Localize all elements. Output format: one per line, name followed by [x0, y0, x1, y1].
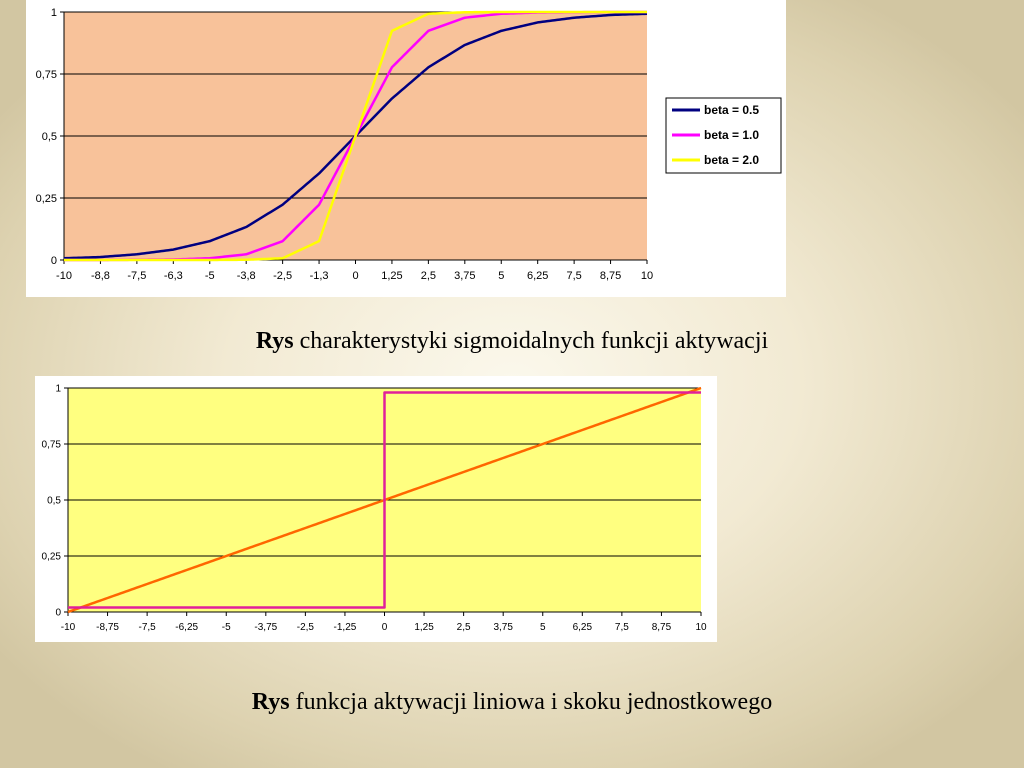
caption-sigmoid-bold: Rys — [255, 328, 294, 354]
sigmoid-x-tick-label: -10 — [56, 270, 72, 282]
linear-step-x-tick-label: -6,25 — [175, 622, 198, 633]
linear-step-x-tick-label: 5 — [540, 622, 546, 633]
sigmoid-y-tick-label: 1 — [51, 7, 57, 19]
linear-step-x-tick-label: -5 — [222, 622, 231, 633]
linear-step-x-tick-label: 1,25 — [414, 622, 434, 633]
linear-step-y-tick-label: 0,75 — [42, 440, 62, 451]
linear-step-x-tick-label: -3,75 — [254, 622, 277, 633]
sigmoid-x-tick-label: -1,3 — [310, 270, 329, 282]
linear-step-x-tick-label: 10 — [695, 622, 707, 633]
sigmoid-legend-label: beta = 0.5 — [704, 103, 759, 117]
sigmoid-x-tick-label: -5 — [205, 270, 215, 282]
sigmoid-x-tick-label: 1,25 — [381, 270, 402, 282]
sigmoid-x-tick-label: 7,5 — [566, 270, 581, 282]
linear-step-x-tick-label: 8,75 — [652, 622, 672, 633]
sigmoid-x-tick-label: 0 — [352, 270, 358, 282]
sigmoid-x-tick-label: 2,5 — [421, 270, 436, 282]
linear-step-x-tick-label: 6,25 — [573, 622, 593, 633]
linear-step-x-tick-label: 3,75 — [493, 622, 513, 633]
linear-step-series-line-1 — [68, 391, 701, 609]
sigmoid-legend-label: beta = 2.0 — [704, 153, 759, 167]
linear-step-chart: 0 0,25 0,5 0,75 1 -10 -8,75 -7,5 -6,25 -5 -3,75 -2,… — [35, 376, 717, 642]
linear-step-x-tick-label: -1,25 — [334, 622, 357, 633]
sigmoid-chart: 0 0,25 0,5 0,75 1 -10 -8,8 -7,5 -6,3 -5 -3,8 -2,5 -1… — [26, 0, 786, 297]
sigmoid-x-tick-label: -8,8 — [91, 270, 110, 282]
linear-step-y-tick-label: 0,5 — [47, 496, 61, 507]
sigmoid-x-tick-label: -2,5 — [273, 270, 292, 282]
sigmoid-x-tick-label: 3,75 — [454, 270, 475, 282]
sigmoid-x-tick-label: 8,75 — [600, 270, 621, 282]
linear-step-x-tick-label: -10 — [61, 622, 76, 633]
linear-step-x-tick-label: 2,5 — [457, 622, 471, 633]
linear-step-y-tick-label: 0,25 — [42, 552, 62, 563]
sigmoid-y-tick-label: 0,5 — [42, 131, 57, 143]
sigmoid-y-tick-label: 0 — [51, 255, 57, 267]
sigmoid-series-line-2 — [64, 10, 647, 262]
linear-step-x-tick-label: 0 — [382, 622, 388, 633]
caption-linear-step-bold: Rys — [251, 689, 290, 715]
sigmoid-x-tick-label: 6,25 — [527, 270, 548, 282]
caption-linear-step-text: funkcja aktywacji liniowa i skoku jednos… — [289, 689, 773, 715]
caption-linear-step: Rys funkcja aktywacji liniowa i skoku je… — [0, 689, 1024, 716]
linear-step-x-tick-label: -7,5 — [139, 622, 157, 633]
caption-sigmoid: Rys charakterystyki sigmoidalnych funkcj… — [0, 328, 1024, 355]
sigmoid-y-tick-label: 0,25 — [36, 193, 57, 205]
sigmoid-chart-svg: 0 0,25 0,5 0,75 1 -10 -8,8 -7,5 -6,3 -5 -3,8 -2,5 -1… — [36, 7, 782, 282]
linear-step-x-tick-label: -2,5 — [297, 622, 315, 633]
sigmoid-y-tick-label: 0,75 — [36, 69, 57, 81]
linear-step-y-tick-label: 1 — [55, 384, 61, 395]
sigmoid-x-tick-label: 5 — [498, 270, 504, 282]
linear-step-x-tick-label: -8,75 — [96, 622, 119, 633]
caption-sigmoid-text: charakterystyki sigmoidalnych funkcji ak… — [293, 328, 769, 354]
linear-step-chart-svg: 0 0,25 0,5 0,75 1 -10 -8,75 -7,5 -6,25 -5 -3,75 -2,… — [42, 384, 707, 634]
sigmoid-x-tick-label: -6,3 — [164, 270, 183, 282]
sigmoid-legend-label: beta = 1.0 — [704, 128, 759, 142]
sigmoid-x-tick-label: -7,5 — [127, 270, 146, 282]
sigmoid-x-tick-label: -3,8 — [237, 270, 256, 282]
linear-step-x-tick-label: 7,5 — [615, 622, 629, 633]
linear-step-y-tick-label: 0 — [55, 608, 61, 619]
sigmoid-x-tick-label: 10 — [641, 270, 653, 282]
